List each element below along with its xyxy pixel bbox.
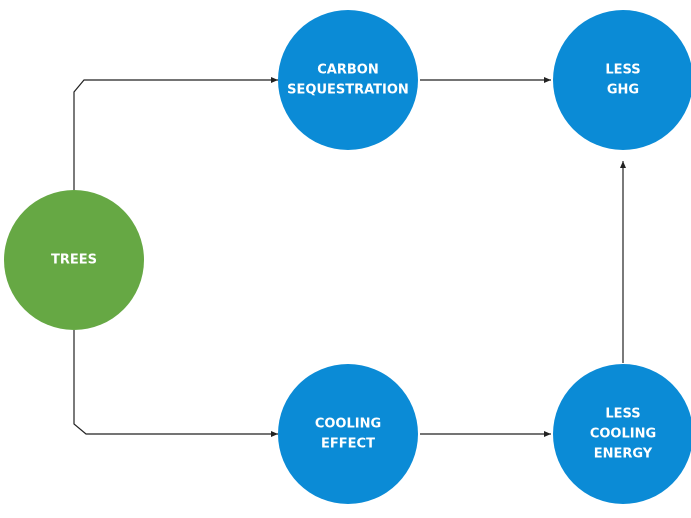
node-label: COOLING [590, 427, 656, 442]
edge [73, 77, 278, 190]
node [278, 10, 418, 150]
node [4, 190, 144, 330]
node-label: SEQUESTRATION [287, 83, 409, 98]
node-label: LESS [605, 407, 640, 422]
node [553, 364, 691, 504]
edge [73, 330, 278, 437]
node-label: EFFECT [321, 437, 375, 452]
node-label: LESS [605, 63, 640, 78]
node-label: TREES [51, 253, 97, 268]
node [278, 364, 418, 504]
node [553, 10, 691, 150]
node-label: GHG [607, 83, 639, 98]
node-label: CARBON [317, 63, 378, 78]
node-label: COOLING [315, 417, 381, 432]
node-label: ENERGY [594, 447, 653, 462]
